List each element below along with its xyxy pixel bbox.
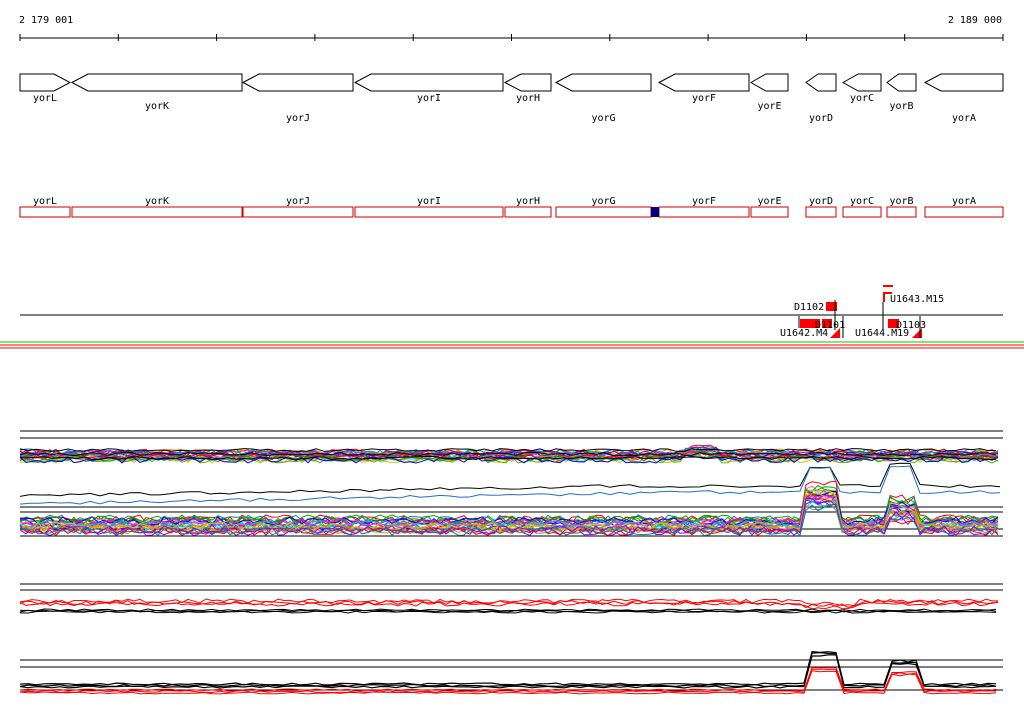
gene-box-label: yorE [757,196,781,207]
gene-arrow-label: yorD [809,113,833,124]
gene-box-label: yorC [850,196,874,207]
profile-line [19,654,997,689]
profile-line [19,503,999,537]
gene-arrow-label: yorH [516,93,540,104]
gene-box-label: yorF [692,196,716,207]
feature-mark[interactable] [883,292,885,302]
profile-line [19,670,997,695]
gene-box[interactable] [71,206,243,218]
marker-box [651,207,659,217]
gene-arrow-label: yorL [33,93,57,104]
gene-arrow[interactable] [554,73,652,92]
gene-arrow-label: yorA [952,113,976,124]
gene-arrow-label: yorG [591,113,615,124]
feature-label[interactable]: D1101 [815,320,845,331]
feature-label[interactable]: D1103 [896,320,926,331]
profile-line [19,610,997,614]
feature-label[interactable]: D1102 [794,302,824,313]
ruler-end-label: 2 189 000 [948,15,1002,26]
gene-arrow[interactable] [749,73,789,92]
profile-line [19,462,1001,497]
gene-arrow[interactable] [241,73,354,92]
feature-label[interactable]: U1643.M15 [890,294,944,305]
gene-arrow[interactable] [923,73,1004,92]
expression-track-2 [19,583,1003,614]
gene-box-label: yorI [417,196,441,207]
profile-line [19,454,999,464]
gene-arrow[interactable] [841,73,882,92]
gene-box[interactable] [750,206,789,218]
gene-arrow[interactable] [886,73,917,92]
feature-mark[interactable] [826,302,837,311]
gene-box-label: yorK [145,196,169,207]
profile-line [19,486,999,526]
gene-box[interactable] [658,206,750,218]
gene-box-label: yorD [809,196,833,207]
gene-arrow-label: yorI [417,93,441,104]
gene-arrow[interactable] [657,73,750,92]
coordinate-ruler: 2 179 001 2 189 000 [19,15,1004,41]
gene-arrow-track: yorL yorK yorJ yorI yorH yorG yorF yorE yorD yorC… [19,73,1004,124]
gene-box[interactable] [805,206,837,218]
profile-line [19,652,997,688]
feature-label[interactable]: U1644.M19 [855,328,909,339]
gene-arrow-label: yorJ [286,113,310,124]
gene-box[interactable] [842,206,882,218]
gene-arrow-label: yorC [850,93,874,104]
profile-line [19,609,997,613]
profile-line [19,598,998,607]
gene-box-label: yorL [33,196,57,207]
gene-box-label: yorA [952,196,976,207]
gene-box[interactable] [504,206,552,218]
profile-line [19,493,999,533]
profile-line [19,489,999,531]
expression-profile-track [19,430,1003,537]
gene-arrow[interactable] [70,73,243,92]
gene-arrow[interactable] [805,73,837,92]
gene-box-label: yorJ [286,196,310,207]
gene-arrow[interactable] [503,73,552,92]
expression-track-3 [19,650,1003,695]
gene-arrow-label: yorB [889,101,913,112]
gene-arrow[interactable] [19,73,72,92]
ruler-start-label: 2 179 001 [19,15,73,26]
feature-label[interactable]: U1642.M4 [780,328,828,339]
gene-box-track: yorL yorK yorJ yorI yorH yorG yorF yorE yorD yorC… [19,196,1004,218]
profile-line [19,601,999,610]
gene-arrow-label: yorK [145,101,169,112]
feature-mark[interactable] [800,319,814,328]
ruler-ticks [19,34,1004,41]
feature-track: D1102 U1643.M15 U1642.M4 D1101 U1644.M19… [0,285,1024,349]
gene-arrow-label: yorF [692,93,716,104]
gene-box[interactable] [886,206,917,218]
profile-line [19,452,999,464]
profile-line [19,455,997,461]
profile-line [19,668,997,694]
gene-box[interactable] [19,206,71,218]
feature-mark[interactable] [888,319,899,328]
profile-line [19,650,997,686]
gene-arrow-label: yorE [757,101,781,112]
profile-line [19,497,999,535]
profile-line [19,448,997,453]
profile-line [19,451,997,457]
gene-box-label: yorH [516,196,540,207]
profile-line [19,498,999,529]
gene-box-label: yorB [889,196,913,207]
gene-box[interactable] [242,206,354,218]
gene-arrow[interactable] [353,73,504,92]
gene-box[interactable] [354,206,504,218]
gene-box[interactable] [555,206,652,218]
gene-box[interactable] [924,206,1004,218]
gene-box-label: yorG [591,196,615,207]
